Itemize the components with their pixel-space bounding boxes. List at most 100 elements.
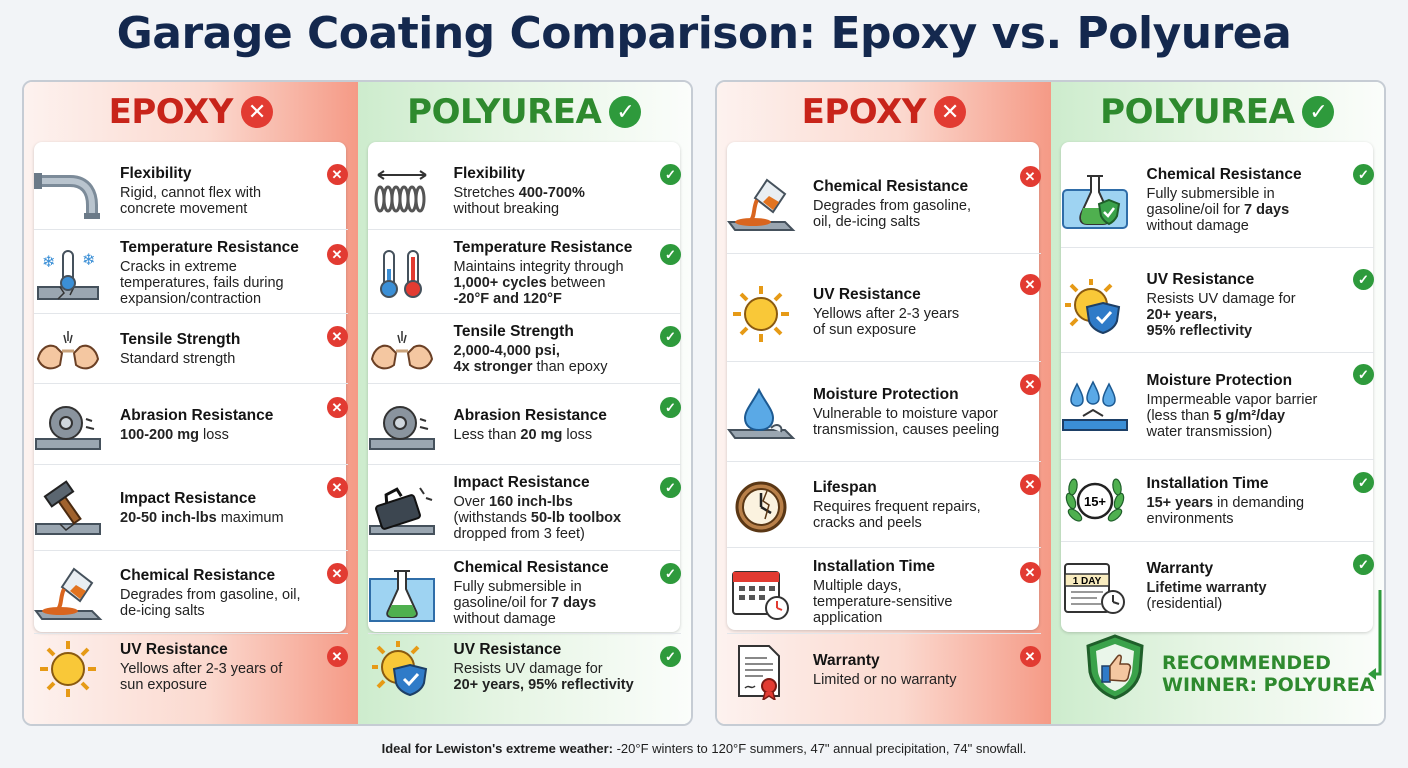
row-divider: [367, 633, 681, 634]
feature-icon-wrap: [723, 475, 799, 535]
description-line: temperatures, fails during: [120, 275, 284, 291]
svg-text:❄: ❄: [42, 254, 55, 271]
feature-icon-wrap: [1057, 376, 1133, 436]
feature-description: Vulnerable to moisture vapor transmission…: [813, 406, 1021, 438]
description-line: Lifetime warranty: [1146, 580, 1267, 596]
feature-row: 15+ Installation Time 15+ years in demandi…: [1051, 460, 1385, 542]
calendar-clock-icon: [732, 571, 789, 620]
cross-icon: ✕: [326, 563, 348, 584]
feature-row: UV Resistance Yellows after 2-3 years of s…: [24, 634, 358, 700]
feature-title: Temperature Resistance: [453, 239, 633, 256]
cross-icon: ✕: [326, 164, 348, 185]
feature-title: UV Resistance: [1146, 271, 1255, 288]
description-line: 95% reflectivity: [1146, 323, 1253, 339]
feature-description: Stretches 400-700% without breaking: [454, 185, 662, 217]
feature-title: Flexibility: [120, 165, 192, 182]
description-line: 2,000-4,000 psi,: [453, 343, 560, 359]
cross-icon: ✕: [326, 397, 348, 418]
description-line: Yellows after 2-3 years: [813, 306, 960, 322]
feature-row: Warranty Limited or no warranty ✕: [717, 634, 1051, 706]
epoxy-heading-text: EPOXY: [108, 92, 234, 132]
description-line: transmission, causes peeling: [813, 422, 1000, 438]
row-divider: [34, 633, 348, 634]
certificate-icon: [738, 645, 780, 702]
feature-text: Abrasion Resistance Less than 20 mg loss: [454, 407, 662, 443]
description-line: Fully submersible in: [1146, 186, 1275, 202]
feature-description: Degrades from gasoline, oil, de-icing sal…: [813, 198, 1021, 230]
description-line: 1,000+ cycles between: [453, 275, 606, 291]
feature-title: Lifespan: [813, 479, 877, 496]
feature-description: Degrades from gasoline, oil, de-icing sal…: [120, 587, 328, 619]
cross-icon: ✕: [326, 646, 348, 667]
laurel-label: 15+: [1083, 494, 1105, 509]
feature-row: UV Resistance Yellows after 2-3 years of s…: [717, 262, 1051, 362]
row-divider: [34, 383, 348, 384]
feature-text: Moisture Protection Vulnerable to moistur…: [813, 386, 1021, 438]
cross-icon: ✕: [326, 244, 348, 265]
arrow-icon: [1368, 590, 1382, 680]
feature-description: Standard strength: [120, 351, 328, 367]
cross-circle-icon: ✕: [240, 96, 273, 128]
feature-description: Rigid, cannot flex with concrete movement: [120, 185, 328, 217]
description-line: Standard strength: [120, 351, 236, 367]
feature-row: Abrasion Resistance Less than 20 mg loss ✓: [358, 385, 692, 465]
feature-row: Lifespan Requires frequent repairs, cracks…: [717, 462, 1051, 548]
feature-text: Chemical Resistance Fully submersible in g…: [454, 559, 662, 627]
feature-icon-wrap: ❄ ❄: [30, 243, 106, 303]
cross-icon: ✕: [326, 326, 348, 347]
vapor-barrier-icon: [1061, 380, 1128, 431]
description-line: Cracks in extreme: [120, 259, 237, 275]
description-line: Resists UV damage for: [453, 661, 603, 677]
feature-row: Temperature Resistance Maintains integrit…: [358, 232, 692, 314]
feature-text: Lifespan Requires frequent repairs, cracks…: [813, 479, 1021, 531]
sun-icon: [40, 641, 96, 697]
hands-stretch-icon: [36, 331, 100, 370]
feature-title: Warranty: [813, 652, 880, 669]
hammer-icon: [35, 480, 101, 535]
description-line: Fully submersible in: [453, 578, 582, 595]
row-divider: [727, 633, 1041, 634]
description-line: expansion/contraction: [120, 291, 262, 307]
check-icon: ✓: [1353, 164, 1374, 185]
hands-stretch-icon: [370, 331, 433, 370]
feature-icon-wrap: [30, 395, 106, 455]
feature-text: UV Resistance Resists UV damage for 20+ ye…: [1147, 271, 1355, 339]
feature-title: UV Resistance: [453, 641, 562, 658]
polyurea-column: POLYUREA ✓ Chemical Resistance Fully submer…: [1050, 82, 1385, 724]
spring-icon: [374, 170, 427, 213]
description-line: 100-200 mg loss: [120, 427, 229, 443]
feature-row: Flexibility Rigid, cannot flex with concre…: [24, 152, 358, 230]
feature-icon-wrap: [364, 478, 440, 538]
description-line: of sun exposure: [813, 322, 917, 338]
check-icon: ✓: [1353, 472, 1374, 493]
feature-title: Temperature Resistance: [120, 239, 299, 256]
description-line: 15+ years in demanding: [1146, 495, 1305, 511]
check-circle-icon: ✓: [609, 96, 642, 128]
description-line: Yellows after 2-3 years of: [120, 661, 283, 677]
water-drop-icon: [727, 387, 796, 439]
check-icon: ✓: [660, 164, 681, 185]
feature-description: Maintains integrity through 1,000+ cycles…: [454, 259, 662, 307]
description-line: Less than 20 mg loss: [453, 427, 593, 443]
feature-row: Tensile Strength 2,000-4,000 psi, 4x stron…: [358, 314, 692, 384]
beaker-submerged-icon: [368, 569, 435, 622]
feature-description: Yellows after 2-3 years of sun exposure: [120, 661, 328, 693]
description-line: 4x stronger than epoxy: [453, 359, 608, 375]
epoxy-column: EPOXY ✕ Chemical Resistance Degrades from g…: [717, 82, 1051, 724]
feature-description: Fully submersible in gasoline/oil for 7 d…: [454, 579, 662, 627]
check-circle-icon: ✓: [1302, 96, 1335, 128]
svg-text:❄: ❄: [82, 252, 95, 269]
polyurea-heading-text: POLYUREA: [407, 92, 602, 132]
feature-description: Limited or no warranty: [813, 672, 1021, 688]
grinder-icon: [368, 406, 435, 450]
description-line: sun exposure: [120, 677, 208, 693]
feature-row: Chemical Resistance Fully submersible in g…: [358, 551, 692, 634]
description-line: Degrades from gasoline,: [813, 198, 971, 214]
recommended-winner: RECOMMENDED WINNER: POLYUREA: [1080, 632, 1380, 702]
feature-text: Temperature Resistance Cracks in extreme t…: [120, 239, 328, 307]
description-line: Requires frequent repairs,: [813, 499, 981, 515]
check-icon: ✓: [660, 646, 681, 667]
epoxy-heading: EPOXY ✕: [24, 92, 358, 132]
feature-row: Moisture Protection Impermeable vapor bar…: [1051, 352, 1385, 460]
polyurea-heading: POLYUREA ✓: [1051, 92, 1385, 132]
